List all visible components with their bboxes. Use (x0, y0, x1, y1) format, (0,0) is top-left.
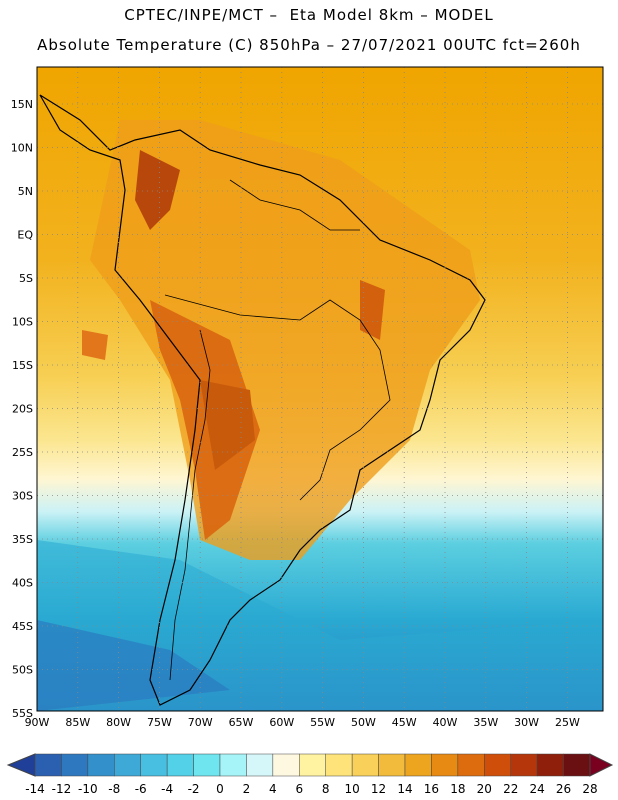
lat-label: 10S (12, 316, 33, 329)
colorbar-box (510, 753, 538, 777)
andes-border (169, 329, 211, 681)
lat-label: 5N (18, 185, 33, 198)
lat-label: 5S (19, 272, 33, 285)
colorbar-box (563, 753, 591, 777)
colorbar-tick-label: 4 (269, 782, 277, 796)
colorbar-tick-label: -14 (25, 782, 45, 796)
lon-label: 80W (106, 716, 131, 729)
colorbar-tick-label: 16 (424, 782, 439, 796)
lat-label: 25S (12, 446, 33, 459)
lat-label: 10N (11, 142, 33, 155)
lat-label: 55S (12, 707, 33, 720)
colorbar-tick-label: 18 (450, 782, 465, 796)
colorbar-tick-label: -2 (188, 782, 200, 796)
colorbar-box (325, 753, 353, 777)
colorbar-box (378, 753, 406, 777)
colorbar-box (431, 753, 459, 777)
colombia-hot-spot (135, 150, 180, 230)
ocean-warm-spot (82, 330, 108, 360)
map-title-line1: CPTEC/INPE/MCT – Eta Model 8km – MODEL (124, 6, 494, 24)
lat-label: 15N (11, 98, 33, 111)
colorbar-box (536, 753, 564, 777)
lon-label: 65W (229, 716, 254, 729)
lat-label: 30S (12, 490, 33, 503)
lon-label: 90W (25, 716, 50, 729)
colorbar-tick-label: -6 (135, 782, 147, 796)
colorbar-tick-label: 24 (530, 782, 545, 796)
lat-label: 40S (12, 577, 33, 590)
colorbar-tick-label: 6 (295, 782, 303, 796)
lon-label: 35W (473, 716, 498, 729)
colorbar-box (140, 753, 168, 777)
colorbar-box (34, 753, 62, 777)
lon-label: 85W (65, 716, 90, 729)
lat-label: 20S (12, 403, 33, 416)
colorbar-box (457, 753, 485, 777)
colorbar-tick-label: 8 (322, 782, 330, 796)
brazil-hot-spot (360, 280, 385, 340)
lat-label: 35S (12, 533, 33, 546)
colorbar-box (193, 753, 221, 777)
country-borders (164, 294, 391, 501)
colorbar-box (219, 753, 247, 777)
colorbar-tick-label: 22 (503, 782, 518, 796)
latitude-labels: 15N 10N 5N EQ 5S 10S 15S 20S 25S 30S 35S 40S 45S 50S 5… (11, 98, 34, 720)
lat-label: EQ (17, 229, 33, 242)
northern-borders (229, 179, 360, 231)
colorbar-min-arrow (6, 753, 36, 777)
colorbar-tick-label: 26 (556, 782, 571, 796)
colorbar-max-arrow (589, 753, 614, 777)
colorbar-tick-label: -4 (161, 782, 173, 796)
colorbar-tick-label: 2 (243, 782, 251, 796)
colorbar-box (404, 753, 432, 777)
colorbar-box (351, 753, 379, 777)
lon-label: 25W (555, 716, 580, 729)
coldest-region (37, 620, 230, 711)
lon-label: 30W (514, 716, 539, 729)
colorbar-tick-label: 20 (477, 782, 492, 796)
colorbar-tick-label: 28 (582, 782, 597, 796)
lon-label: 70W (188, 716, 213, 729)
colorbar-box (166, 753, 194, 777)
lon-label: 50W (351, 716, 376, 729)
map-title-line2: Absolute Temperature (C) 850hPa – 27/07/… (37, 36, 581, 54)
colorbar-box (61, 753, 89, 777)
colorbar-box (87, 753, 115, 777)
colorbar-box (484, 753, 511, 777)
lat-label: 45S (12, 620, 33, 633)
colorbar-tick-label: -10 (78, 782, 98, 796)
lon-label: 60W (269, 716, 294, 729)
colorbar-box (299, 753, 326, 777)
longitude-labels: 90W 85W 80W 75W 70W 65W 60W 55W 50W 45W 40W 35W 30W 2… (25, 716, 580, 729)
map-frame (36, 66, 604, 712)
colorbar-tick-label: -12 (52, 782, 72, 796)
coastline (39, 94, 486, 706)
colorbar-tick-label: 12 (371, 782, 386, 796)
warm-land-region (90, 120, 480, 560)
lon-label: 45W (392, 716, 417, 729)
colorbar-tick-label: 14 (397, 782, 412, 796)
colorbar-box (114, 753, 141, 777)
lat-label: 15S (12, 359, 33, 372)
colorbar-tick-label: -8 (108, 782, 120, 796)
colorbar-box (272, 753, 300, 777)
lat-label: 50S (12, 664, 33, 677)
colorbar-tick-label: 10 (345, 782, 360, 796)
lon-label: 40W (433, 716, 458, 729)
colorbar-tick-label: 0 (216, 782, 224, 796)
lon-label: 75W (147, 716, 172, 729)
colorbar-box (246, 753, 274, 777)
lon-label: 55W (310, 716, 335, 729)
